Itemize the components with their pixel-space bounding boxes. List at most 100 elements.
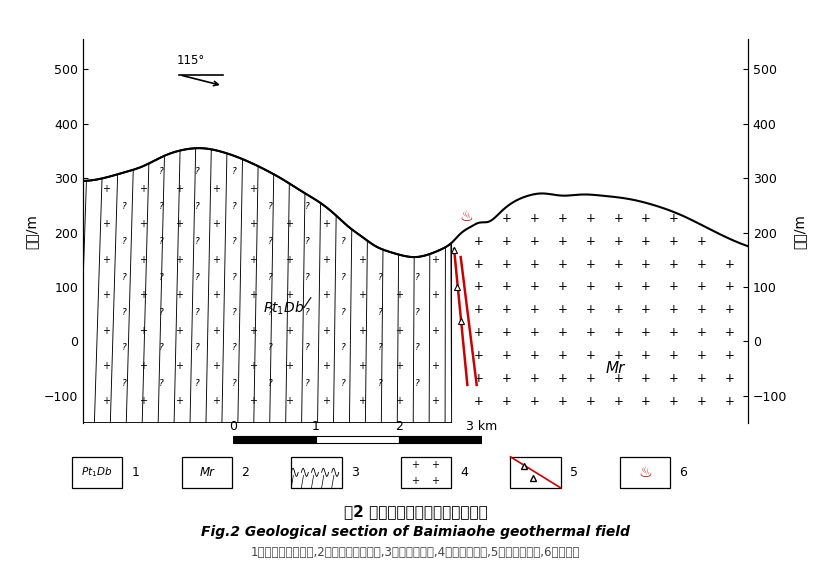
Text: ?: ? (122, 343, 126, 352)
Text: +: + (642, 326, 652, 339)
Text: +: + (502, 280, 512, 293)
Text: +: + (529, 395, 539, 408)
Text: +: + (697, 326, 707, 339)
Text: +: + (697, 280, 707, 293)
Text: ?: ? (342, 237, 346, 246)
Text: 2: 2 (395, 420, 403, 433)
Text: +: + (529, 303, 539, 316)
Text: +: + (502, 303, 512, 316)
Text: +: + (102, 184, 111, 194)
Text: +: + (175, 325, 184, 336)
Text: Pt$_1$Db: Pt$_1$Db (81, 465, 113, 479)
Text: +: + (642, 349, 652, 362)
Text: +: + (669, 395, 679, 408)
Text: +: + (474, 280, 484, 293)
Text: +: + (431, 396, 440, 406)
Text: +: + (558, 258, 568, 271)
Text: +: + (585, 303, 595, 316)
Text: ?: ? (342, 273, 346, 281)
Text: +: + (285, 255, 293, 265)
Text: +: + (322, 219, 330, 230)
FancyBboxPatch shape (510, 457, 561, 488)
FancyBboxPatch shape (182, 457, 232, 488)
Bar (399, 435, 482, 443)
Text: +: + (285, 219, 293, 230)
Text: +: + (431, 477, 439, 487)
Text: +: + (613, 235, 623, 248)
Text: +: + (529, 349, 539, 362)
Text: +: + (212, 184, 220, 194)
Text: +: + (102, 396, 111, 406)
Text: +: + (431, 255, 440, 265)
Text: +: + (285, 361, 293, 371)
Text: +: + (248, 290, 257, 300)
Text: ?: ? (415, 308, 419, 317)
Text: +: + (395, 361, 403, 371)
Text: ?: ? (195, 343, 199, 352)
Text: ?: ? (415, 379, 419, 388)
Text: +: + (248, 396, 257, 406)
Text: +: + (285, 290, 293, 300)
Text: +: + (642, 258, 652, 271)
Text: +: + (697, 235, 707, 248)
Text: +: + (529, 372, 539, 385)
Text: 6: 6 (680, 466, 687, 479)
Text: +: + (502, 235, 512, 248)
Text: +: + (248, 325, 257, 336)
Text: ?: ? (268, 343, 273, 352)
Text: +: + (102, 325, 111, 336)
Text: +: + (585, 280, 595, 293)
Text: +: + (175, 255, 184, 265)
Text: +: + (474, 235, 484, 248)
Text: ?: ? (268, 273, 273, 281)
Text: +: + (529, 212, 539, 225)
Text: +: + (558, 395, 568, 408)
Text: +: + (642, 372, 652, 385)
Text: +: + (139, 396, 147, 406)
Text: +: + (248, 255, 257, 265)
Text: ?: ? (232, 237, 236, 246)
Text: ?: ? (232, 379, 236, 388)
Bar (316, 435, 399, 443)
Text: +: + (697, 372, 707, 385)
Text: ?: ? (378, 379, 382, 388)
Text: +: + (212, 255, 220, 265)
Text: Fig.2 Geological section of Baimiaohe geothermal field: Fig.2 Geological section of Baimiaohe ge… (201, 525, 630, 539)
Text: +: + (212, 396, 220, 406)
Y-axis label: 高程/m: 高程/m (24, 214, 38, 249)
Text: +: + (642, 280, 652, 293)
Text: Pt$_1$$Db$: Pt$_1$$Db$ (263, 300, 304, 318)
Text: ?: ? (305, 379, 309, 388)
Text: ?: ? (122, 202, 126, 211)
Text: 3: 3 (351, 466, 358, 479)
Text: +: + (613, 280, 623, 293)
Polygon shape (83, 148, 452, 423)
Text: +: + (613, 395, 623, 408)
Text: +: + (529, 326, 539, 339)
Text: ?: ? (305, 343, 309, 352)
FancyBboxPatch shape (72, 457, 122, 488)
Text: +: + (725, 326, 735, 339)
Text: +: + (358, 325, 366, 336)
Text: ?: ? (305, 273, 309, 281)
Text: +: + (474, 372, 484, 385)
Text: +: + (558, 235, 568, 248)
Text: +: + (358, 290, 366, 300)
Text: ?: ? (268, 202, 273, 211)
Bar (233, 435, 316, 443)
Text: +: + (613, 372, 623, 385)
Text: +: + (502, 395, 512, 408)
Text: +: + (697, 258, 707, 271)
Text: +: + (669, 372, 679, 385)
Text: ?: ? (122, 237, 126, 246)
Text: +: + (322, 325, 330, 336)
Text: +: + (585, 372, 595, 385)
Text: 1: 1 (131, 466, 140, 479)
Text: ?: ? (195, 308, 199, 317)
Text: +: + (585, 212, 595, 225)
Text: +: + (529, 258, 539, 271)
Text: ?: ? (195, 379, 199, 388)
Text: ?: ? (122, 379, 126, 388)
Text: +: + (669, 349, 679, 362)
Text: ?: ? (305, 308, 309, 317)
